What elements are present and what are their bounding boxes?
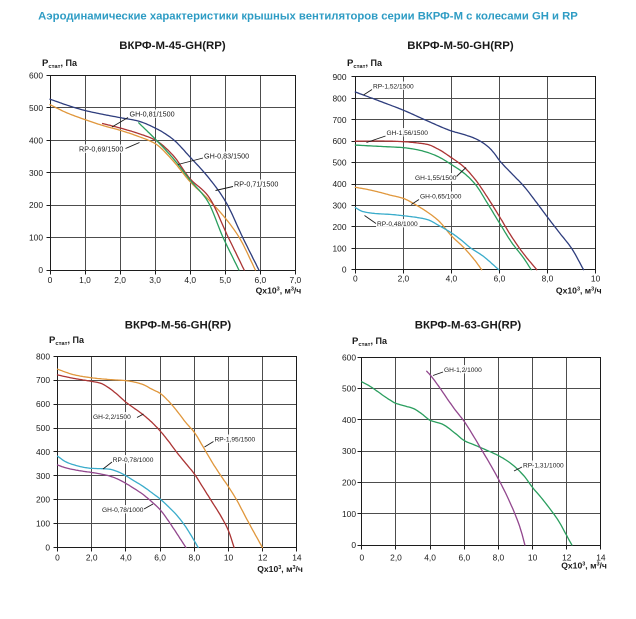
- svg-text:RP-1,95/1500: RP-1,95/1500: [215, 437, 256, 444]
- svg-text:100: 100: [29, 233, 43, 243]
- svg-text:12: 12: [258, 553, 268, 563]
- svg-text:400: 400: [333, 179, 347, 189]
- svg-text:GH-0,83/1500: GH-0,83/1500: [204, 152, 249, 161]
- svg-text:6,0: 6,0: [154, 553, 166, 563]
- svg-text:2,0: 2,0: [114, 275, 126, 285]
- svg-text:Qx103, м3/ч: Qx103, м3/ч: [257, 564, 303, 574]
- svg-text:4,0: 4,0: [424, 553, 436, 563]
- svg-text:RP-0,48/1000: RP-0,48/1000: [377, 221, 418, 228]
- svg-text:5,0: 5,0: [219, 275, 231, 285]
- svg-text:4,0: 4,0: [446, 274, 458, 284]
- svg-text:7,0: 7,0: [289, 275, 301, 285]
- svg-text:12: 12: [562, 553, 572, 563]
- svg-text:0: 0: [45, 543, 50, 553]
- svg-text:Аэродинамические характеристик: Аэродинамические характеристики крышных …: [38, 11, 578, 23]
- svg-text:200: 200: [333, 222, 347, 232]
- svg-text:2,0: 2,0: [86, 553, 98, 563]
- svg-text:900: 900: [333, 72, 347, 82]
- svg-text:ВКРФ-М-63-GH(RP): ВКРФ-М-63-GH(RP): [415, 320, 522, 332]
- svg-text:800: 800: [36, 351, 50, 361]
- svg-text:200: 200: [36, 495, 50, 505]
- svg-text:6,0: 6,0: [254, 275, 266, 285]
- svg-text:Qx103, м3/ч: Qx103, м3/ч: [256, 286, 302, 296]
- svg-text:GH-1,55/1500: GH-1,55/1500: [415, 175, 457, 182]
- svg-text:0: 0: [55, 553, 60, 563]
- svg-text:2,0: 2,0: [390, 553, 402, 563]
- svg-text:100: 100: [342, 509, 356, 519]
- svg-text:Qx103, м3/ч: Qx103, м3/ч: [561, 561, 607, 571]
- svg-text:RP-1,31/1000: RP-1,31/1000: [523, 463, 564, 470]
- svg-text:100: 100: [333, 243, 347, 253]
- svg-text:2,0: 2,0: [398, 274, 410, 284]
- svg-text:600: 600: [29, 71, 43, 81]
- svg-text:6,0: 6,0: [458, 553, 470, 563]
- svg-text:500: 500: [29, 103, 43, 113]
- svg-text:200: 200: [29, 200, 43, 210]
- svg-text:300: 300: [36, 471, 50, 481]
- svg-text:0: 0: [353, 274, 358, 284]
- svg-text:GH-0,78/1000: GH-0,78/1000: [102, 507, 144, 514]
- svg-text:700: 700: [36, 375, 50, 385]
- svg-text:RP-0,71/1500: RP-0,71/1500: [234, 180, 278, 189]
- svg-text:0: 0: [48, 275, 53, 285]
- svg-text:100: 100: [36, 519, 50, 529]
- svg-text:8,0: 8,0: [542, 274, 554, 284]
- svg-text:GH-0,65/1000: GH-0,65/1000: [420, 194, 462, 201]
- svg-text:10: 10: [224, 553, 234, 563]
- svg-text:Qx103, м3/ч: Qx103, м3/ч: [556, 286, 602, 296]
- svg-text:RP-0,78/1000: RP-0,78/1000: [113, 457, 154, 464]
- svg-text:GH-1,56/1500: GH-1,56/1500: [387, 130, 429, 137]
- svg-text:GH-1,2/1000: GH-1,2/1000: [444, 367, 482, 374]
- svg-text:200: 200: [342, 478, 356, 488]
- svg-text:600: 600: [342, 352, 356, 362]
- svg-text:ВКРФ-М-45-GH(RP): ВКРФ-М-45-GH(RP): [119, 40, 226, 52]
- svg-text:300: 300: [333, 201, 347, 211]
- svg-text:6,0: 6,0: [494, 274, 506, 284]
- svg-text:400: 400: [36, 447, 50, 457]
- svg-text:400: 400: [29, 135, 43, 145]
- svg-text:10: 10: [528, 553, 538, 563]
- svg-text:300: 300: [342, 446, 356, 456]
- svg-text:8,0: 8,0: [188, 553, 200, 563]
- svg-text:0: 0: [38, 265, 43, 275]
- svg-text:4,0: 4,0: [120, 553, 132, 563]
- svg-text:ВКРФ-М-56-GH(RP): ВКРФ-М-56-GH(RP): [125, 320, 232, 332]
- svg-text:0: 0: [351, 540, 356, 550]
- svg-text:0: 0: [342, 265, 347, 275]
- svg-text:8,0: 8,0: [493, 553, 505, 563]
- svg-text:500: 500: [333, 158, 347, 168]
- svg-text:500: 500: [342, 384, 356, 394]
- svg-text:4,0: 4,0: [184, 275, 196, 285]
- svg-text:800: 800: [333, 93, 347, 103]
- svg-text:14: 14: [292, 553, 302, 563]
- svg-text:3,0: 3,0: [149, 275, 161, 285]
- svg-text:10: 10: [591, 274, 601, 284]
- svg-text:GH-2,2/1500: GH-2,2/1500: [93, 414, 131, 421]
- svg-text:RP-0,69/1500: RP-0,69/1500: [79, 145, 123, 154]
- svg-text:14: 14: [596, 553, 606, 563]
- svg-text:400: 400: [342, 415, 356, 425]
- svg-text:300: 300: [29, 168, 43, 178]
- svg-text:ВКРФ-М-50-GH(RP): ВКРФ-М-50-GH(RP): [407, 40, 514, 52]
- svg-text:600: 600: [333, 136, 347, 146]
- svg-text:RP-1,52/1500: RP-1,52/1500: [373, 84, 414, 91]
- svg-text:0: 0: [359, 553, 364, 563]
- svg-text:700: 700: [333, 115, 347, 125]
- svg-text:GH-0,81/1500: GH-0,81/1500: [130, 110, 175, 119]
- svg-text:500: 500: [36, 423, 50, 433]
- svg-text:1,0: 1,0: [79, 275, 91, 285]
- svg-text:600: 600: [36, 399, 50, 409]
